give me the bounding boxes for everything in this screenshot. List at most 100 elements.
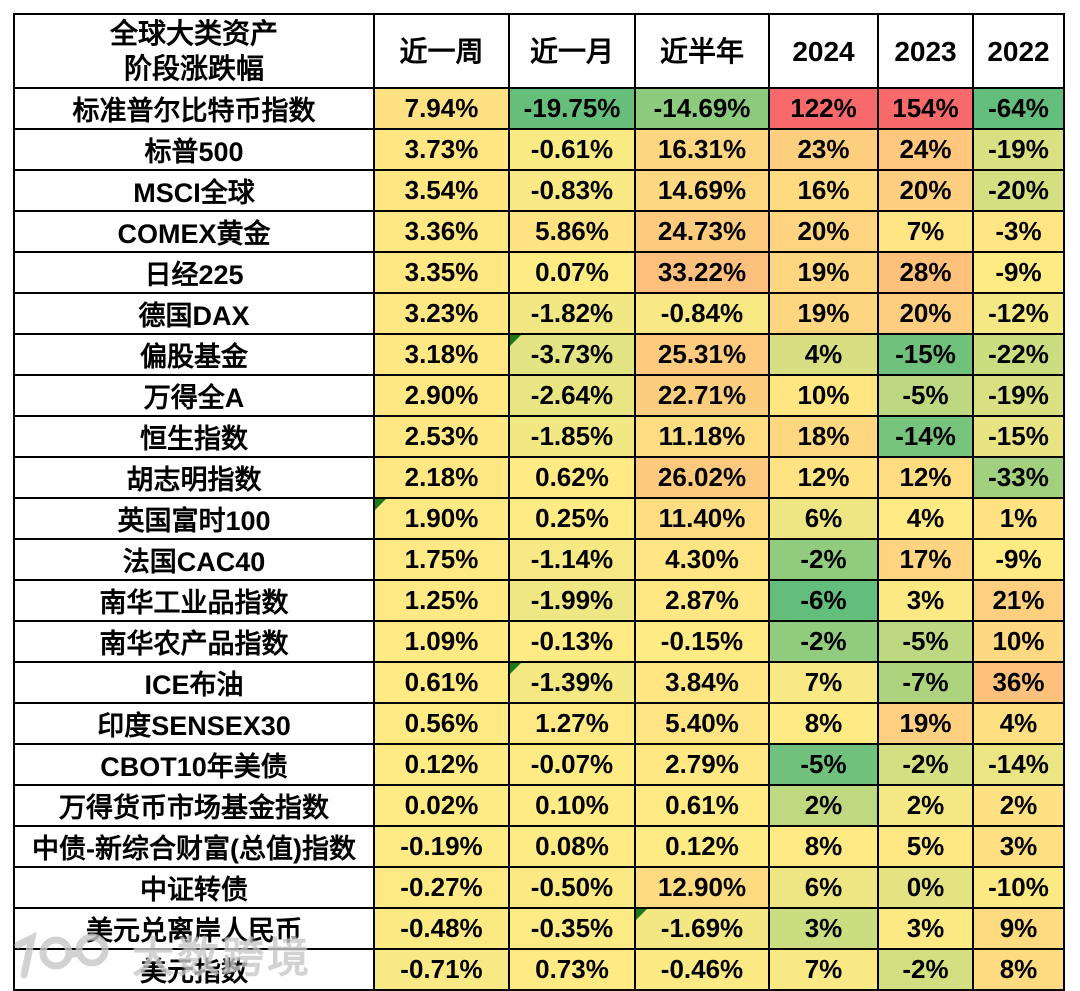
asset-name-cell[interactable]: 日经225 — [13, 251, 375, 294]
value-cell[interactable]: 26.02% — [634, 456, 770, 499]
value-cell[interactable]: 3% — [972, 825, 1065, 868]
value-cell[interactable]: 3% — [768, 907, 879, 950]
value-cell[interactable]: -3.73% — [508, 333, 636, 376]
value-cell[interactable]: 0.61% — [634, 784, 770, 827]
value-cell[interactable]: -2% — [877, 743, 974, 786]
col-header-halfyear[interactable]: 近半年 — [634, 13, 770, 89]
value-cell[interactable]: 2% — [768, 784, 879, 827]
value-cell[interactable]: 19% — [768, 251, 879, 294]
table-title-cell[interactable]: 全球大类资产 阶段涨跌幅 — [13, 13, 375, 89]
col-header-month[interactable]: 近一月 — [508, 13, 636, 89]
value-cell[interactable]: 0.12% — [634, 825, 770, 868]
asset-name-cell[interactable]: MSCI全球 — [13, 169, 375, 212]
value-cell[interactable]: 24.73% — [634, 210, 770, 253]
value-cell[interactable]: 0.73% — [508, 948, 636, 991]
value-cell[interactable]: 6% — [768, 497, 879, 540]
value-cell[interactable]: 12.90% — [634, 866, 770, 909]
value-cell[interactable]: 33.22% — [634, 251, 770, 294]
value-cell[interactable]: -14% — [972, 743, 1065, 786]
value-cell[interactable]: 1.25% — [373, 579, 510, 622]
value-cell[interactable]: -0.46% — [634, 948, 770, 991]
value-cell[interactable]: -10% — [972, 866, 1065, 909]
value-cell[interactable]: 17% — [877, 538, 974, 581]
value-cell[interactable]: 5.86% — [508, 210, 636, 253]
value-cell[interactable]: 0.61% — [373, 661, 510, 704]
value-cell[interactable]: 20% — [877, 169, 974, 212]
value-cell[interactable]: 11.40% — [634, 497, 770, 540]
asset-name-cell[interactable]: 中证转债 — [13, 866, 375, 909]
value-cell[interactable]: 3.23% — [373, 292, 510, 335]
value-cell[interactable]: 21% — [972, 579, 1065, 622]
value-cell[interactable]: 8% — [768, 702, 879, 745]
value-cell[interactable]: -3% — [972, 210, 1065, 253]
value-cell[interactable]: 0.10% — [508, 784, 636, 827]
value-cell[interactable]: 0.56% — [373, 702, 510, 745]
value-cell[interactable]: -0.15% — [634, 620, 770, 663]
value-cell[interactable]: 25.31% — [634, 333, 770, 376]
value-cell[interactable]: 2% — [972, 784, 1065, 827]
value-cell[interactable]: 3.36% — [373, 210, 510, 253]
value-cell[interactable]: 0.12% — [373, 743, 510, 786]
asset-name-cell[interactable]: COMEX黄金 — [13, 210, 375, 253]
value-cell[interactable]: 0.08% — [508, 825, 636, 868]
value-cell[interactable]: -0.13% — [508, 620, 636, 663]
value-cell[interactable]: -2% — [768, 538, 879, 581]
value-cell[interactable]: 154% — [877, 87, 974, 130]
asset-name-cell[interactable]: 美元指数 — [13, 948, 375, 991]
asset-name-cell[interactable]: 偏股基金 — [13, 333, 375, 376]
value-cell[interactable]: 3.84% — [634, 661, 770, 704]
value-cell[interactable]: 1.27% — [508, 702, 636, 745]
value-cell[interactable]: 4.30% — [634, 538, 770, 581]
value-cell[interactable]: 5% — [877, 825, 974, 868]
value-cell[interactable]: 0.02% — [373, 784, 510, 827]
value-cell[interactable]: -2% — [877, 948, 974, 991]
value-cell[interactable]: 4% — [877, 497, 974, 540]
value-cell[interactable]: 9% — [972, 907, 1065, 950]
value-cell[interactable]: 11.18% — [634, 415, 770, 458]
asset-name-cell[interactable]: ICE布油 — [13, 661, 375, 704]
value-cell[interactable]: 0% — [877, 866, 974, 909]
value-cell[interactable]: -0.83% — [508, 169, 636, 212]
value-cell[interactable]: -14% — [877, 415, 974, 458]
value-cell[interactable]: 20% — [877, 292, 974, 335]
asset-name-cell[interactable]: 恒生指数 — [13, 415, 375, 458]
value-cell[interactable]: -7% — [877, 661, 974, 704]
asset-name-cell[interactable]: 标普500 — [13, 128, 375, 171]
value-cell[interactable]: 0.25% — [508, 497, 636, 540]
value-cell[interactable]: 14.69% — [634, 169, 770, 212]
value-cell[interactable]: -0.48% — [373, 907, 510, 950]
asset-name-cell[interactable]: 美元兑离岸人民币 — [13, 907, 375, 950]
value-cell[interactable]: -1.69% — [634, 907, 770, 950]
value-cell[interactable]: -2% — [768, 620, 879, 663]
asset-name-cell[interactable]: 南华农产品指数 — [13, 620, 375, 663]
value-cell[interactable]: 3% — [877, 579, 974, 622]
value-cell[interactable]: 0.62% — [508, 456, 636, 499]
value-cell[interactable]: 2.18% — [373, 456, 510, 499]
value-cell[interactable]: -33% — [972, 456, 1065, 499]
value-cell[interactable]: 8% — [768, 825, 879, 868]
value-cell[interactable]: 8% — [972, 948, 1065, 991]
value-cell[interactable]: 3.73% — [373, 128, 510, 171]
value-cell[interactable]: -1.14% — [508, 538, 636, 581]
asset-name-cell[interactable]: 胡志明指数 — [13, 456, 375, 499]
value-cell[interactable]: -0.50% — [508, 866, 636, 909]
value-cell[interactable]: -1.99% — [508, 579, 636, 622]
value-cell[interactable]: 7% — [768, 661, 879, 704]
asset-name-cell[interactable]: 英国富时100 — [13, 497, 375, 540]
value-cell[interactable]: 28% — [877, 251, 974, 294]
value-cell[interactable]: -5% — [768, 743, 879, 786]
value-cell[interactable]: 7% — [768, 948, 879, 991]
value-cell[interactable]: 0.07% — [508, 251, 636, 294]
value-cell[interactable]: 16% — [768, 169, 879, 212]
value-cell[interactable]: 19% — [877, 702, 974, 745]
value-cell[interactable]: 6% — [768, 866, 879, 909]
value-cell[interactable]: 1% — [972, 497, 1065, 540]
value-cell[interactable]: 23% — [768, 128, 879, 171]
value-cell[interactable]: -0.27% — [373, 866, 510, 909]
value-cell[interactable]: 7.94% — [373, 87, 510, 130]
value-cell[interactable]: 10% — [768, 374, 879, 417]
asset-name-cell[interactable]: 法国CAC40 — [13, 538, 375, 581]
asset-name-cell[interactable]: 万得货币市场基金指数 — [13, 784, 375, 827]
value-cell[interactable]: -0.35% — [508, 907, 636, 950]
value-cell[interactable]: -0.71% — [373, 948, 510, 991]
